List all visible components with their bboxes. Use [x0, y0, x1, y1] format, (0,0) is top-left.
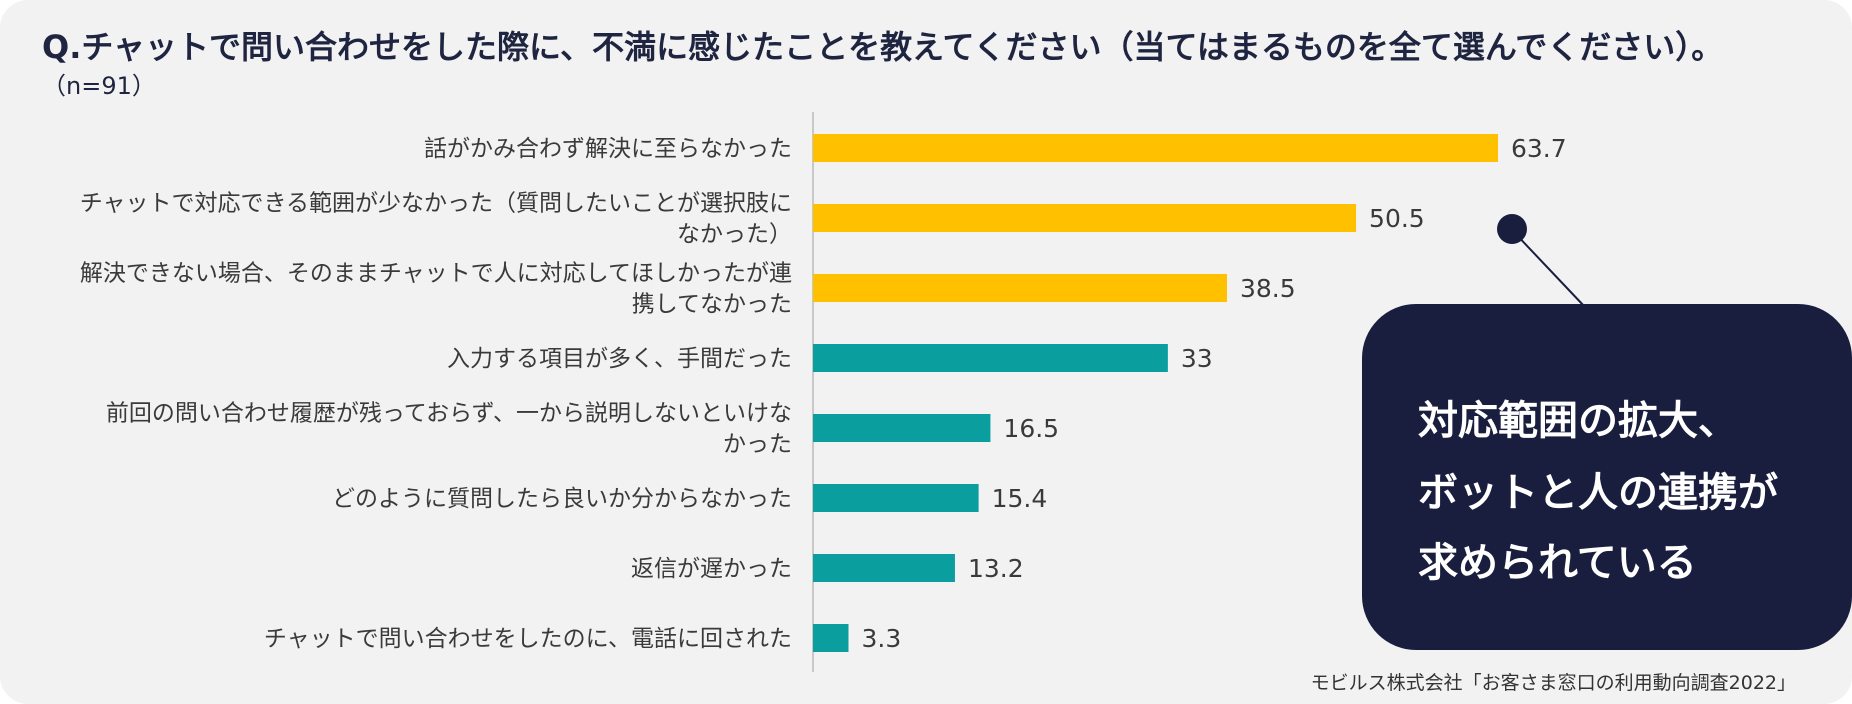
callout-pointer-line: [1511, 229, 1585, 307]
value-label-1: 63.7: [1511, 134, 1567, 163]
category-label-6: どのように質問したら良いか分からなかった: [332, 486, 792, 512]
callout-line-1: 対応範囲の拡大、: [1418, 398, 1738, 444]
bar-8: [813, 624, 849, 652]
bar-2: [813, 204, 1357, 232]
value-label-8: 3.3: [861, 624, 901, 653]
category-label-7: 返信が遅かった: [631, 556, 792, 582]
bar-5: [813, 414, 991, 442]
category-label-3-line-2: 携してなかった: [632, 292, 792, 318]
value-label-5: 16.5: [1003, 414, 1059, 443]
chart-title: Q.チャットで問い合わせをした際に、不満に感じたことを教えてください（当てはまる…: [42, 28, 1724, 66]
sample-size: （n=91）: [42, 72, 156, 100]
bar-4: [813, 344, 1168, 372]
bar-1: [813, 134, 1498, 162]
bar-3: [813, 274, 1228, 302]
callout-line-3: 求められている: [1418, 540, 1697, 586]
value-label-4: 33: [1181, 344, 1213, 373]
source-credit: モビルス株式会社「お客さま窓口の利用動向調査2022」: [1310, 672, 1796, 694]
category-label-5-line-1: 前回の問い合わせ履歴が残っておらず、一から説明しないといけな: [106, 401, 792, 427]
callout-box: [1362, 304, 1852, 650]
category-label-3-line-1: 解決できない場合、そのままチャットで人に対応してほしかったが連: [80, 261, 792, 287]
value-label-2: 50.5: [1369, 204, 1425, 233]
bar-7: [813, 554, 955, 582]
category-label-8: チャットで問い合わせをしたのに、電話に回された: [264, 626, 792, 652]
category-label-2-line-2: なかった）: [677, 222, 792, 248]
callout-pointer-dot: [1497, 214, 1527, 244]
value-label-3: 38.5: [1240, 274, 1296, 303]
value-label-7: 13.2: [968, 554, 1024, 583]
category-label-4: 入力する項目が多く、手間だった: [447, 346, 792, 372]
category-label-2-line-1: チャットで対応できる範囲が少なかった（質問したいことが選択肢に: [80, 191, 792, 217]
bar-6: [813, 484, 979, 512]
callout-line-2: ボットと人の連携が: [1418, 470, 1778, 516]
category-label-5-line-2: かった: [723, 432, 792, 458]
value-label-6: 15.4: [992, 484, 1048, 513]
category-label-1: 話がかみ合わず解決に至らなかった: [424, 136, 792, 162]
